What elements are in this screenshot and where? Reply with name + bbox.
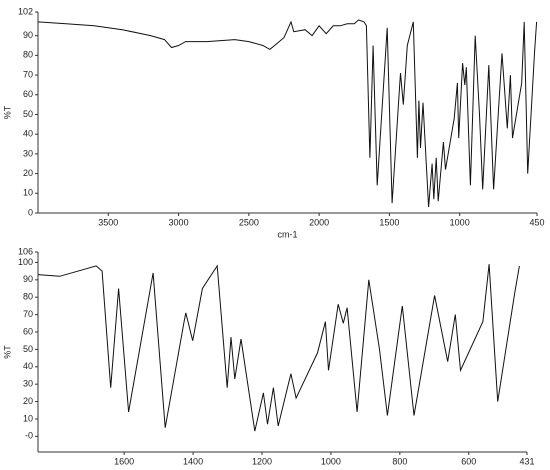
y-tick-label: 50	[23, 109, 33, 119]
x-axis-title: cm-1	[273, 468, 293, 470]
y-tick-label: 102	[18, 6, 33, 16]
x-tick-label: 1000	[450, 217, 470, 227]
x-tick-label: 1000	[321, 456, 341, 466]
spectrum-line	[37, 19, 538, 208]
y-tick-label: 80	[23, 292, 33, 302]
y-tick-label: 40	[23, 361, 33, 371]
x-tick-label: 1600	[114, 456, 134, 466]
y-axis-title: %T	[2, 105, 12, 119]
x-tick-label: 3500	[98, 217, 118, 227]
y-tick-label: 80	[23, 50, 33, 60]
y-tick-label: 100	[18, 257, 33, 267]
y-tick-label: 0	[28, 207, 33, 217]
y-tick-label: -0	[25, 431, 33, 441]
x-tick-label: 2500	[239, 217, 259, 227]
y-tick-label: 60	[23, 326, 33, 336]
y-tick-label: 70	[23, 69, 33, 79]
x-tick-label: 600	[461, 456, 476, 466]
y-tick-label: 50	[23, 344, 33, 354]
y-tick-label: 90	[23, 30, 33, 40]
x-tick-label: 2000	[309, 217, 329, 227]
y-tick-label: 40	[23, 129, 33, 139]
y-tick-label: 70	[23, 309, 33, 319]
y-tick-label: 10	[23, 413, 33, 423]
y-tick-label: 20	[23, 396, 33, 406]
y-tick-label: 30	[23, 148, 33, 158]
x-tick-label: 800	[392, 456, 407, 466]
x-tick-label: 1200	[252, 456, 272, 466]
x-tick-label: 3000	[169, 217, 189, 227]
y-tick-label: 90	[23, 274, 33, 284]
y-tick-label: 60	[23, 89, 33, 99]
y-tick-label: 106	[18, 246, 33, 256]
y-tick-label: 20	[23, 168, 33, 178]
x-axis-title: cm-1	[278, 229, 298, 239]
x-tick-label: 431	[519, 456, 534, 466]
x-tick-label: 450	[529, 217, 544, 227]
y-tick-label: 10	[23, 188, 33, 198]
y-tick-label: 30	[23, 379, 33, 389]
spectrum-line	[37, 264, 520, 432]
y-axis-title: %T	[2, 345, 12, 359]
x-tick-label: 1500	[379, 217, 399, 227]
x-tick-label: 1400	[183, 456, 203, 466]
